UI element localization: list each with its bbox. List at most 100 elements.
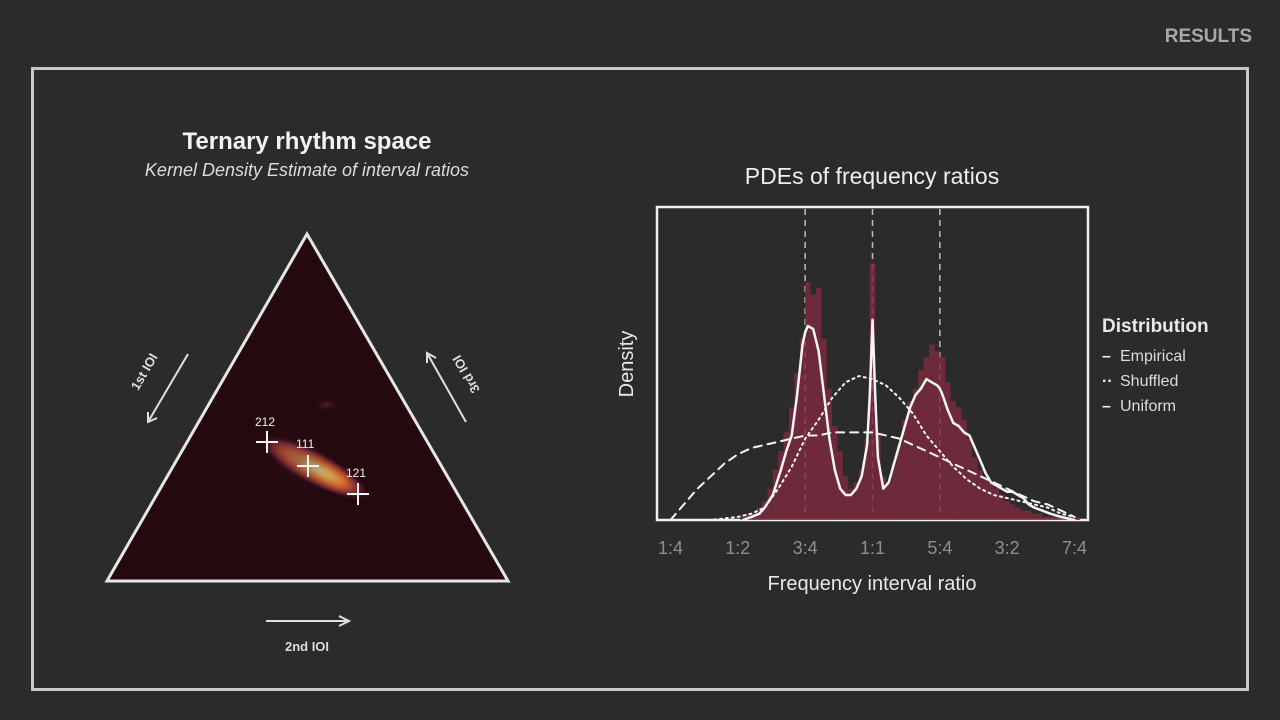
axis-arrow-second <box>266 615 352 627</box>
x-tick-label: 7:4 <box>1062 538 1087 558</box>
histogram-bar <box>972 457 978 520</box>
histogram-bar <box>1052 516 1059 520</box>
kde-halo <box>255 426 345 494</box>
histogram-bar <box>912 388 919 520</box>
histogram-bar <box>805 282 811 520</box>
histogram-bar <box>961 419 967 520</box>
legend-key-shuffled: ·· <box>1102 372 1113 390</box>
axis-label-third: 3rd IOI <box>449 353 483 396</box>
series-line-shuffled <box>682 375 1076 521</box>
legend-label-uniform: Uniform <box>1120 397 1177 415</box>
ternary-plot: 212 111 121 1st IOI 3rd IOI 2nd IOI <box>104 231 511 654</box>
histogram-bar <box>859 469 865 520</box>
x-tick-label: 5:4 <box>927 538 952 558</box>
histogram-bar <box>842 476 849 520</box>
point-212 <box>256 431 278 453</box>
histogram-bar <box>853 482 860 520</box>
histogram-bar <box>864 438 870 520</box>
legend-item-shuffled: ·· Shuffled <box>1102 369 1262 394</box>
histogram-bar <box>907 401 913 520</box>
ternary-title: Ternary rhythm space <box>182 128 432 155</box>
point-label-111: 111 <box>296 437 315 451</box>
histogram-bar <box>1004 501 1010 520</box>
histogram-bar <box>826 388 833 520</box>
histogram-bar <box>999 494 1005 520</box>
histogram-bar <box>1047 516 1053 520</box>
series-line-empirical <box>741 318 1076 522</box>
legend-label-empirical: Empirical <box>1120 347 1186 365</box>
legend-label-shuffled: Shuffled <box>1120 372 1179 390</box>
histogram-bar <box>956 407 962 520</box>
axis-label-first: 1st IOI <box>128 351 161 393</box>
histogram-bar <box>1042 516 1048 520</box>
histogram-bar <box>875 432 881 520</box>
kde-faint-spot <box>313 398 341 412</box>
histogram-bar <box>815 288 822 520</box>
histogram-bar <box>950 401 957 520</box>
axis-label-second: 2nd IOI <box>285 639 329 654</box>
histogram-bar <box>1031 513 1037 520</box>
histogram-bar <box>767 488 773 520</box>
point-111 <box>297 455 319 477</box>
histogram-bar <box>1015 507 1021 520</box>
histogram-bar <box>918 369 924 520</box>
histogram-bar <box>799 338 806 520</box>
histogram-bar <box>1058 516 1064 520</box>
series-line-uniform <box>669 431 1076 521</box>
legend-key-uniform: – <box>1102 397 1111 415</box>
histogram-bar <box>772 469 779 520</box>
histogram-bar <box>923 357 930 520</box>
histogram-bar <box>885 482 892 520</box>
x-tick-label: 3:4 <box>793 538 818 558</box>
pde-chart-title: PDEs of frequency ratios <box>744 163 1000 189</box>
x-tick-label: 1:4 <box>658 538 683 558</box>
x-tick-label: 1:1 <box>860 538 885 558</box>
point-121 <box>347 483 369 505</box>
x-tick-label: 1:2 <box>725 538 750 558</box>
histogram-bar <box>788 407 795 520</box>
histogram-bar <box>929 344 935 520</box>
legend-key-empirical: – <box>1102 347 1111 365</box>
histogram-bar <box>1074 516 1080 520</box>
point-label-121: 121 <box>346 466 366 480</box>
histogram-bar <box>1026 510 1032 520</box>
histogram-bar <box>896 444 903 520</box>
axis-arrow-third <box>426 351 467 423</box>
section-label: RESULTS <box>1164 26 1252 47</box>
histogram-bar <box>1009 504 1016 520</box>
histogram-bar <box>1036 513 1043 520</box>
pde-x-axis-label: Frequency interval ratio <box>768 573 977 595</box>
histogram-bar <box>891 463 897 520</box>
histogram-bar <box>945 382 951 520</box>
axis-arrow-first <box>147 353 189 424</box>
histogram-bar <box>934 350 940 520</box>
point-label-212: 212 <box>255 415 275 429</box>
histogram-bar <box>880 476 886 520</box>
legend-title: Distribution <box>1102 316 1209 337</box>
pde-y-axis-label: Density <box>616 331 638 398</box>
ternary-subtitle: Kernel Density Estimate of interval rati… <box>144 160 470 180</box>
legend-item-uniform: – Uniform <box>1102 394 1262 419</box>
histogram-bar <box>977 469 983 520</box>
pde-chart: 1:4 1:2 3:4 1:1 5:4 3:2 7:4 Density Frequency … <box>616 205 1090 595</box>
histogram-bar <box>869 263 876 520</box>
pde-legend: Distribution – Empirical ·· Shuffled – U… <box>1102 316 1262 419</box>
histogram-bar <box>993 488 1000 520</box>
content-frame <box>31 67 1249 691</box>
histogram-bar <box>966 438 973 520</box>
histogram-bar <box>821 338 827 520</box>
histogram-bar <box>902 419 908 520</box>
histogram-bar <box>1020 510 1027 520</box>
x-tick-label: 3:2 <box>995 538 1020 558</box>
histogram-bar <box>794 372 800 520</box>
histogram-bar <box>988 482 994 520</box>
histogram-bar <box>982 479 989 520</box>
histogram-bar <box>848 488 854 520</box>
legend-item-empirical: – Empirical <box>1102 344 1262 369</box>
histogram-bar <box>762 501 768 520</box>
ternary-triangle <box>104 231 511 583</box>
histogram-bar <box>740 516 746 520</box>
histogram-bar <box>939 357 946 520</box>
histogram-bar <box>810 294 816 520</box>
